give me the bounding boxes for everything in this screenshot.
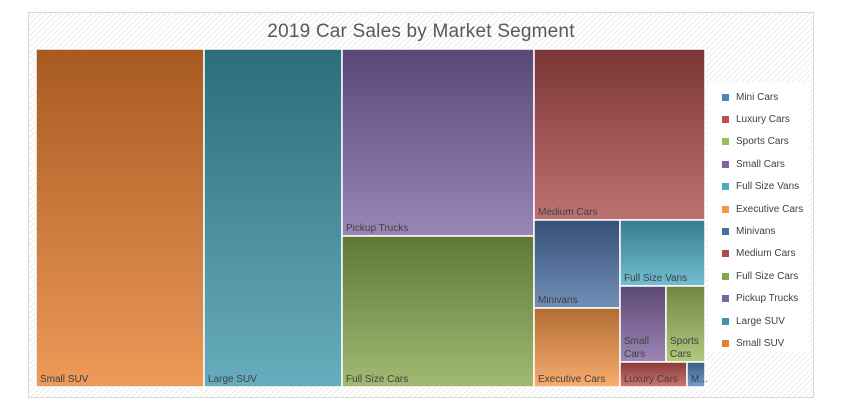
- legend-label: Small Cars: [736, 158, 785, 170]
- tile-label-small-suv: Small SUV: [40, 374, 89, 385]
- tile-rect-luxury-cars: [619, 361, 688, 388]
- legend-item-executive-cars: Executive Cars: [722, 202, 803, 216]
- tile-full-size-vans: Full Size Vans: [619, 219, 706, 287]
- legend-swatch: [722, 115, 729, 123]
- tile-rect-executive-cars: [533, 307, 621, 388]
- tile-label-small-cars: Small: [624, 336, 649, 347]
- tile-full-size-cars: Full Size Cars: [341, 235, 535, 388]
- legend-item-small-cars: Small Cars: [722, 157, 785, 171]
- tile-medium-cars: Medium Cars: [533, 48, 706, 221]
- legend-item-large-suv: Large SUV: [722, 314, 785, 328]
- tile-large-suv: Large SUV: [203, 48, 343, 388]
- tile-label-medium-cars: Medium Cars: [538, 207, 597, 218]
- tile-executive-cars: Executive Cars: [533, 307, 621, 388]
- tile-label-minivans: Minivans: [538, 295, 577, 306]
- tile-rect-mini-cars: [686, 361, 706, 388]
- chart-title: 2019 Car Sales by Market Segment: [267, 21, 575, 42]
- legend-swatch: [722, 183, 729, 191]
- tile-label-sports-cars: Sports: [670, 336, 699, 347]
- legend-swatch: [722, 227, 729, 235]
- tile-label-full-size-cars: Full Size Cars: [346, 374, 408, 385]
- tile-small-cars: Small Cars: [619, 285, 667, 363]
- legend-swatch: [722, 160, 729, 168]
- legend-label: Medium Cars: [736, 248, 796, 260]
- legend-item-minivans: Minivans: [722, 224, 775, 238]
- legend-item-mini-cars: Mini Cars: [722, 90, 778, 104]
- tile-rect-full-size-cars: [341, 235, 535, 388]
- legend-item-medium-cars: Medium Cars: [722, 247, 795, 261]
- legend-label: Minivans: [736, 225, 776, 237]
- tile-rect-pickup-trucks: [341, 48, 535, 237]
- tile-pickup-trucks: Pickup Trucks: [341, 48, 535, 237]
- legend-label: Sports Cars: [736, 136, 789, 148]
- tile-label-full-size-vans: Full Size Vans: [624, 273, 687, 284]
- legend-swatch: [722, 317, 729, 325]
- legend-label: Full Size Cars: [736, 270, 799, 282]
- chart-legend: Mini Cars Luxury Cars Sports Cars Small Car…: [708, 82, 809, 352]
- legend-item-sports-cars: Sports Cars: [722, 135, 789, 149]
- legend-item-full-size-vans: Full Size Vans: [722, 180, 799, 194]
- legend-label: Luxury Cars: [736, 113, 790, 125]
- legend-label: Small SUV: [736, 337, 785, 349]
- tile-sports-cars: Sports Cars: [665, 285, 706, 363]
- tile-minivans: Minivans: [533, 219, 621, 309]
- legend-label: Executive Cars: [736, 203, 804, 215]
- tile-rect-large-suv: [203, 48, 343, 388]
- tile-label-small-cars: Cars: [624, 349, 645, 360]
- tile-rect-sports-cars: [665, 285, 706, 363]
- tile-label-large-suv: Large SUV: [208, 374, 257, 385]
- tile-label-pickup-trucks: Pickup Trucks: [346, 223, 408, 234]
- tile-label-sports-cars: Cars: [670, 349, 691, 360]
- legend-swatch: [722, 93, 729, 101]
- tile-small-suv: Small SUV: [35, 48, 205, 388]
- legend-swatch: [722, 250, 729, 258]
- legend-swatch: [722, 339, 729, 347]
- legend-item-full-size-cars: Full Size Cars: [722, 269, 798, 283]
- tile-rect-small-suv: [35, 48, 205, 388]
- tile-label-luxury-cars: Luxury Cars: [624, 374, 678, 385]
- legend-swatch: [722, 205, 729, 213]
- legend-item-pickup-trucks: Pickup Trucks: [722, 292, 798, 306]
- legend-label: Large SUV: [736, 315, 785, 327]
- legend-item-luxury-cars: Luxury Cars: [722, 112, 790, 126]
- legend-swatch: [722, 295, 729, 303]
- legend-label: Mini Cars: [736, 91, 779, 103]
- legend-swatch: [722, 272, 729, 280]
- tile-label-executive-cars: Executive Cars: [538, 374, 605, 385]
- legend-label: Full Size Vans: [736, 181, 800, 193]
- legend-swatch: [722, 138, 729, 146]
- tile-rect-medium-cars: [533, 48, 706, 221]
- legend-label: Pickup Trucks: [736, 293, 799, 305]
- legend-item-small-suv: Small SUV: [722, 336, 784, 350]
- tile-luxury-cars: Luxury Cars: [619, 361, 688, 388]
- tile-label-mini-cars: M...: [691, 374, 708, 385]
- tile-mini-cars: M...: [686, 361, 708, 388]
